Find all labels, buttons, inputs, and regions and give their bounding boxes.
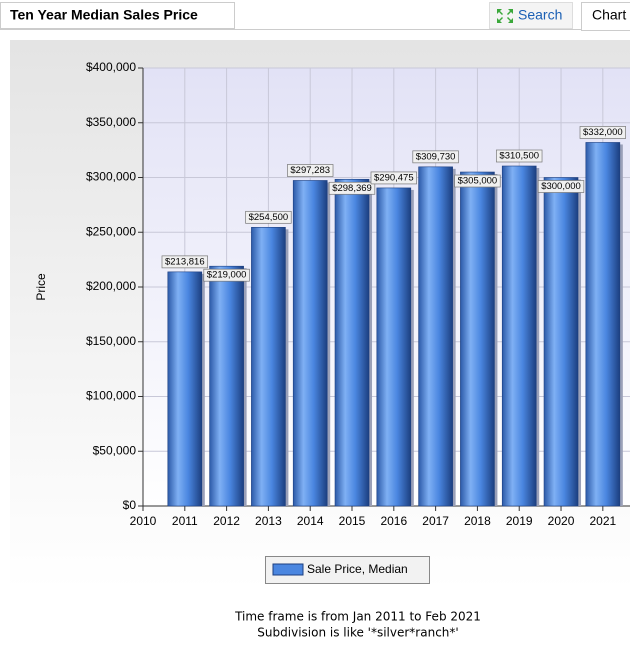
y-tick-label: $150,000: [86, 334, 136, 348]
value-label: $298,369: [332, 183, 372, 194]
chart-tab-label[interactable]: Chart: [592, 7, 626, 23]
bar: [251, 227, 285, 506]
value-label: $309,730: [416, 151, 456, 162]
x-tick-label: 2012: [213, 514, 240, 528]
x-tick-label: 2016: [380, 514, 407, 528]
y-tick-label: $350,000: [86, 115, 136, 129]
y-tick-label: $50,000: [93, 443, 137, 457]
bar: [335, 179, 369, 506]
bar: [544, 178, 578, 507]
bar: [460, 172, 494, 506]
x-tick-label: 2010: [130, 514, 157, 528]
bar: [586, 142, 620, 506]
x-tick-label: 2018: [464, 514, 491, 528]
x-tick-label: 2015: [339, 514, 366, 528]
y-tick-label: $100,000: [86, 389, 136, 403]
x-tick-label: 2017: [422, 514, 449, 528]
search-label[interactable]: Search: [518, 7, 562, 23]
legend: Sale Price, Median: [266, 557, 430, 584]
value-label: $310,500: [499, 151, 539, 162]
x-tick-label: 2014: [297, 514, 324, 528]
y-tick-label: $300,000: [86, 170, 136, 184]
x-tick-label: 2011: [172, 514, 198, 528]
x-tick-label: 2013: [255, 514, 282, 528]
bar: [419, 167, 453, 506]
bar: [293, 180, 327, 506]
bar: [502, 166, 536, 506]
value-label: $300,000: [541, 181, 581, 192]
x-tick-label: 2021: [589, 514, 616, 528]
y-tick-label: $250,000: [86, 224, 136, 238]
legend-swatch: [273, 564, 303, 575]
note: Time frame is from Jan 2011 to Feb 2021: [234, 610, 481, 624]
value-label: $332,000: [583, 127, 623, 138]
x-tick-label: 2019: [506, 514, 533, 528]
bar: [377, 188, 411, 506]
value-label: $254,500: [249, 212, 289, 223]
y-axis-label: Price: [34, 273, 48, 301]
bar: [210, 266, 244, 506]
value-label: $290,475: [374, 172, 414, 183]
x-tick-label: 2020: [548, 514, 575, 528]
bar: [168, 272, 202, 506]
page-title: Ten Year Median Sales Price: [10, 7, 198, 23]
value-label: $213,816: [165, 256, 205, 267]
value-label: $219,000: [207, 270, 247, 281]
y-tick-label: $0: [123, 498, 137, 512]
search-button[interactable]: Search: [490, 3, 573, 29]
value-label: $297,283: [290, 165, 330, 176]
value-label: $305,000: [458, 176, 498, 187]
y-tick-label: $200,000: [86, 279, 136, 293]
note: Subdivision is like '*silver*ranch*': [257, 626, 458, 640]
legend-label: Sale Price, Median: [307, 562, 408, 576]
y-tick-label: $400,000: [86, 60, 136, 74]
